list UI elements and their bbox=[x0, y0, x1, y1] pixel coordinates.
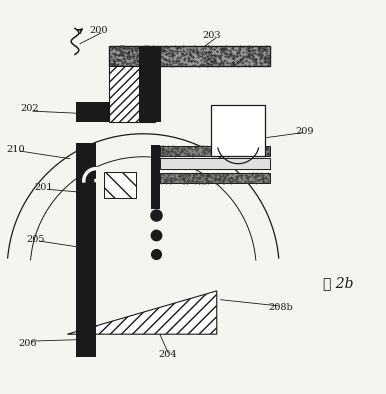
FancyBboxPatch shape bbox=[161, 158, 270, 169]
Text: 210: 210 bbox=[7, 145, 25, 154]
Text: 206: 206 bbox=[18, 339, 37, 348]
FancyBboxPatch shape bbox=[151, 145, 161, 209]
Text: 207: 207 bbox=[122, 55, 141, 64]
FancyBboxPatch shape bbox=[76, 102, 141, 122]
FancyBboxPatch shape bbox=[212, 105, 265, 156]
FancyBboxPatch shape bbox=[110, 46, 270, 66]
Text: 200: 200 bbox=[90, 26, 108, 35]
FancyBboxPatch shape bbox=[110, 65, 156, 122]
Text: 図 2b: 図 2b bbox=[323, 276, 354, 290]
Text: 202: 202 bbox=[21, 104, 39, 113]
Text: 201: 201 bbox=[34, 183, 53, 192]
Text: 205: 205 bbox=[27, 235, 45, 243]
FancyBboxPatch shape bbox=[161, 173, 270, 183]
FancyBboxPatch shape bbox=[104, 172, 135, 198]
FancyBboxPatch shape bbox=[139, 46, 161, 122]
FancyBboxPatch shape bbox=[76, 102, 96, 122]
Text: 208b: 208b bbox=[268, 303, 293, 312]
FancyBboxPatch shape bbox=[76, 143, 96, 357]
Text: 209: 209 bbox=[296, 126, 314, 136]
FancyBboxPatch shape bbox=[161, 146, 270, 156]
Polygon shape bbox=[67, 291, 217, 334]
Text: 203: 203 bbox=[202, 31, 221, 40]
Text: 204: 204 bbox=[159, 350, 178, 359]
